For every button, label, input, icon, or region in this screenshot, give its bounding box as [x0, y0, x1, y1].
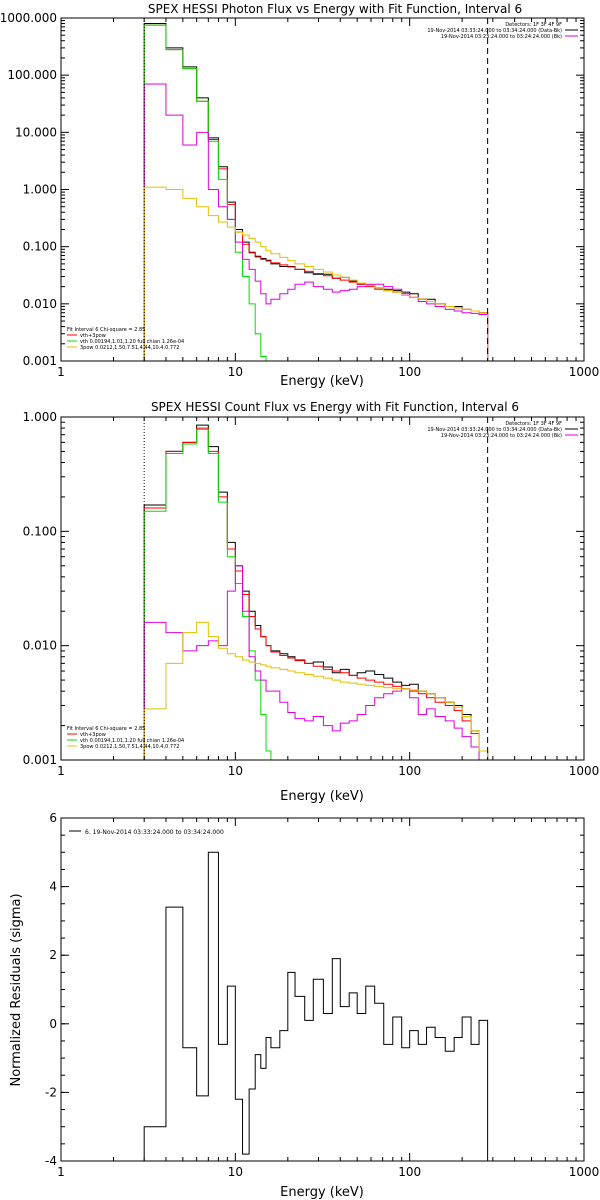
- legend-text: 3pow 0.0212,1.50,7.51,4.44,10.4,0.772: [80, 744, 179, 750]
- legend-text: 6. 19-Nov-2014 03:33:24.000 to 03:34:24.…: [85, 829, 224, 836]
- y-tick-label: 1.000: [23, 183, 57, 197]
- series-lines: [143, 18, 489, 362]
- x-tick-label: 1: [57, 764, 65, 778]
- legend-text: vth+3pow: [80, 732, 106, 738]
- chart-title: SPEX HESSI Count Flux vs Energy with Fit…: [151, 400, 519, 414]
- count-flux-panel: SPEX HESSI Count Flux vs Energy with Fit…: [23, 400, 600, 804]
- legend-text: 3pow 0.0212,1.50,7.51,4.44,10.4,0.772: [80, 345, 179, 351]
- y-tick-label: 6: [49, 811, 57, 825]
- series-lines: [143, 417, 489, 761]
- x-tick-label: 1: [57, 1165, 65, 1179]
- series-line-vth-3pow: [143, 24, 489, 361]
- legend-text: 19-Nov-2014 03:23:24.000 to 03:24:24.000…: [441, 433, 562, 439]
- legend-text: Fit Interval 6 Chi-square = 2.85: [67, 726, 145, 732]
- x-tick-label: 1: [57, 365, 65, 379]
- series-line-bk: [143, 565, 488, 761]
- x-axis-label: Energy (keV): [280, 789, 364, 804]
- y-tick-label: 0: [49, 1017, 57, 1031]
- legend-top: 6. 19-Nov-2014 03:33:24.000 to 03:34:24.…: [69, 829, 224, 836]
- y-tick-label: 0.100: [23, 240, 57, 254]
- axis-ticks: 1 10 100 1000 0.001 0.010 0.100 1.000: [23, 410, 600, 778]
- x-tick-label: 10: [228, 365, 243, 379]
- series-line-vth: [143, 428, 488, 761]
- series-line-3pow: [143, 186, 489, 361]
- x-tick-label: 100: [398, 365, 421, 379]
- y-tick-label: 2: [49, 948, 57, 962]
- x-tick-label: 1000: [569, 1165, 600, 1179]
- legend-text: 19-Nov-2014 03:33:24.000 to 03:34:24.000…: [427, 427, 562, 433]
- y-tick-label: -2: [45, 1085, 57, 1099]
- y-tick-label: 1000.000: [0, 11, 57, 25]
- y-tick-label: 10.000: [15, 125, 57, 139]
- x-tick-label: 100: [398, 764, 421, 778]
- x-axis-label: Energy (keV): [280, 1185, 364, 1200]
- y-tick-label: -4: [45, 1154, 57, 1168]
- legend-text: vth+3pow: [80, 333, 106, 339]
- y-tick-label: 0.010: [23, 297, 57, 311]
- series-lines: [143, 851, 489, 1161]
- x-tick-label: 10: [228, 1165, 243, 1179]
- x-tick-label: 1000: [569, 764, 600, 778]
- y-tick-label: 0.001: [23, 354, 57, 368]
- legend-bottom: Fit Interval 6 Chi-square = 2.85vth+3pow…: [67, 327, 184, 351]
- plot-frame: [60, 416, 585, 761]
- series-line-3pow: [143, 621, 489, 760]
- y-axis-label: Normalized Residuals (sigma): [9, 893, 24, 1086]
- y-tick-label: 1.000: [23, 410, 57, 424]
- y-tick-label: 0.010: [23, 639, 57, 653]
- x-tick-label: 10: [228, 764, 243, 778]
- axis-ticks: 1 10 100 1000 -4 -2 0 2 4 6: [45, 811, 599, 1179]
- x-axis-label: Energy (keV): [280, 374, 364, 389]
- legend-text: Detectors: 1F 3F 4F 9F: [505, 22, 562, 28]
- y-tick-label: 4: [49, 880, 57, 894]
- legend-text: Fit Interval 6 Chi-square = 2.85: [67, 327, 145, 333]
- series-line-data-bk: [143, 424, 489, 760]
- axis-ticks: 1 10 100 1000 0.001 0.010 0.100 1.000 10.000 100.…: [0, 11, 599, 379]
- legend-text: Detectors: 1F 3F 4F 9F: [505, 421, 562, 427]
- series-line-bk: [143, 83, 489, 361]
- chart-title: SPEX HESSI Photon Flux vs Energy with Fi…: [148, 2, 522, 16]
- series-line-data-bk: [143, 23, 489, 361]
- legend-bottom: Fit Interval 6 Chi-square = 2.85vth+3pow…: [67, 726, 184, 750]
- legend-text: 19-Nov-2014 03:33:24.000 to 03:34:24.000…: [427, 28, 562, 34]
- y-tick-label: 0.001: [23, 753, 57, 767]
- x-tick-label: 100: [398, 1165, 421, 1179]
- series-line-vth: [143, 24, 488, 362]
- legend-text: vth 0.00194,1.01,1.20 full chian 1.26e-0…: [80, 738, 184, 744]
- plot-frame: [60, 817, 585, 1162]
- plot-frame: [60, 17, 585, 362]
- legend-text: 19-Nov-2014 03:23:24.000 to 03:24:24.000…: [441, 34, 562, 40]
- y-tick-label: 0.100: [23, 524, 57, 538]
- series-line-6-19-nov-2014-03-33-24-000-to-03-34-24-000: [143, 851, 489, 1161]
- residuals-panel: 1 10 100 1000 -4 -2 0 2 4 6 Energy (keV) Normaliz…: [9, 811, 599, 1200]
- photon-flux-panel: SPEX HESSI Photon Flux vs Energy with Fi…: [0, 2, 599, 389]
- legend-text: vth 0.00194,1.01,1.20 full chian 1.26e-0…: [80, 339, 184, 345]
- series-line-vth-3pow: [143, 427, 489, 760]
- x-tick-label: 1000: [569, 365, 600, 379]
- y-tick-label: 100.000: [7, 68, 57, 82]
